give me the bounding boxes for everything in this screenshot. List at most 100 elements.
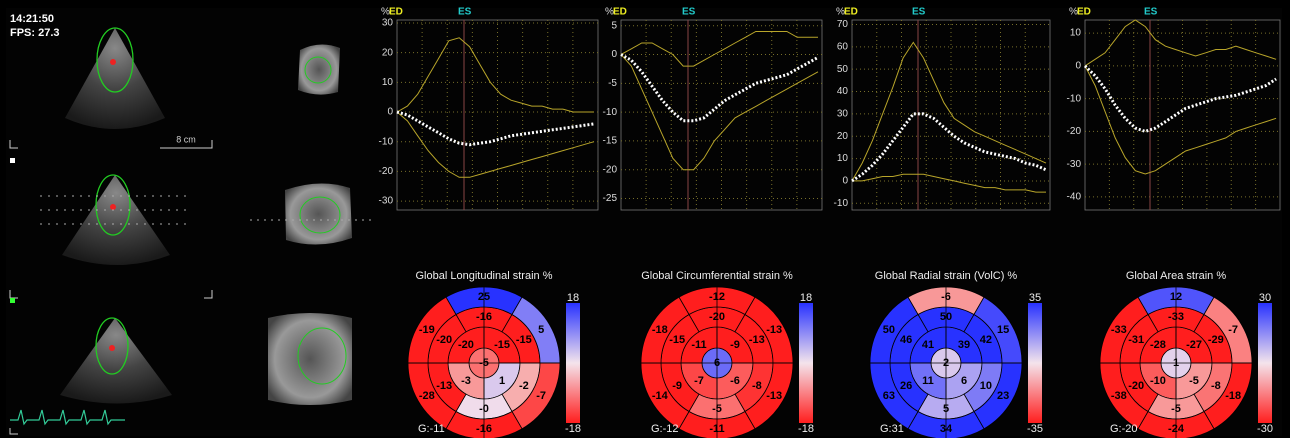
colorbar — [799, 303, 813, 423]
segment-label: -31 — [1128, 334, 1144, 346]
y-tick-label: -15 — [603, 136, 618, 147]
colorbar-min: -30 — [1257, 423, 1273, 435]
segment-label: 6 — [961, 375, 967, 387]
ed-marker: ED — [1077, 7, 1091, 18]
y-tick-label: 40 — [837, 86, 849, 97]
segment-label: 1 — [499, 375, 505, 387]
segment-label: -2 — [519, 380, 529, 392]
y-tick-label: 50 — [837, 64, 849, 75]
y-tick-label: -30 — [379, 196, 394, 207]
colorbar-max: 35 — [1029, 292, 1041, 304]
segment-label: -5 — [1189, 375, 1199, 387]
segment-label: -28 — [1150, 339, 1166, 351]
segment-label: -18 — [1225, 390, 1241, 402]
segment-label: -29 — [1208, 334, 1224, 346]
y-tick-label: 0 — [387, 107, 393, 118]
segment-label: -7 — [694, 375, 704, 387]
clock: 14:21:50 — [10, 13, 54, 25]
segment-label: -7 — [1228, 324, 1238, 336]
segment-label: 41 — [922, 339, 934, 351]
segment-label: -38 — [1111, 390, 1127, 402]
colorbar-max: 18 — [567, 292, 579, 304]
segment-label: -20 — [1128, 380, 1144, 392]
global-value: G:-11 — [418, 423, 445, 435]
segment-label: -13 — [749, 334, 765, 346]
segment-label: 34 — [940, 423, 953, 435]
segment-label: 11 — [922, 375, 934, 387]
y-tick-label: 0 — [842, 176, 848, 187]
y-tick-label: 10 — [1070, 28, 1082, 39]
global-value: G:-12 — [651, 423, 679, 435]
segment-label: 50 — [883, 324, 895, 336]
y-tick-label: -20 — [603, 164, 618, 175]
segment-label: -15 — [516, 334, 532, 346]
y-tick-label: -10 — [1067, 93, 1082, 104]
segment-label: -13 — [766, 390, 782, 402]
segment-label: -20 — [458, 339, 474, 351]
colorbar-min: -35 — [1027, 423, 1043, 435]
segment-label: 10 — [980, 380, 992, 392]
segment-label: 63 — [883, 390, 895, 402]
segment-label: -9 — [672, 380, 682, 392]
colorbar — [1028, 303, 1042, 423]
colorbar-min: -18 — [798, 423, 814, 435]
y-tick-label: 20 — [837, 131, 849, 142]
ed-marker: ED — [613, 7, 627, 18]
segment-label: 42 — [980, 334, 992, 346]
colorbar-min: -18 — [565, 423, 581, 435]
y-tick-label: 20 — [382, 47, 394, 58]
bullseye-title: Global Circumferential strain % — [641, 270, 793, 282]
global-value: G:31 — [880, 423, 904, 435]
segment-label: -8 — [1211, 380, 1221, 392]
colorbar — [566, 303, 580, 423]
es-marker: ES — [682, 7, 696, 18]
y-tick-label: -10 — [603, 107, 618, 118]
bullseye-title: Global Area strain % — [1126, 270, 1226, 282]
y-tick-label: -40 — [1067, 192, 1082, 203]
segment-label: 46 — [900, 334, 912, 346]
segment-label: -14 — [652, 390, 669, 402]
colorbar-max: 30 — [1259, 292, 1271, 304]
segment-label: -15 — [494, 339, 510, 351]
y-tick-label: 0 — [1075, 61, 1081, 72]
colorbar — [1258, 303, 1272, 423]
segment-label: 5 — [538, 324, 544, 336]
scale-label: 8 cm — [176, 134, 196, 144]
page: {"header": {"time": "14:21:50", "fps": "… — [0, 0, 1290, 438]
bullseye-title: Global Radial strain (VolC) % — [875, 270, 1018, 282]
screen: 14:21:50 FPS: 27.3 8 cm 3020100-10-20-30… — [0, 0, 1290, 438]
fps: FPS: 27.3 — [10, 27, 60, 39]
y-tick-label: -30 — [1067, 159, 1082, 170]
segment-label: -6 — [730, 375, 740, 387]
es-marker: ES — [458, 7, 472, 18]
y-tick-label: 30 — [382, 18, 394, 29]
segment-label: -13 — [766, 324, 782, 336]
segment-label: -28 — [419, 390, 435, 402]
y-tick-label: -10 — [379, 136, 394, 147]
segment-label: -8 — [752, 380, 762, 392]
y-tick-label: 70 — [837, 19, 849, 30]
segment-label: -19 — [419, 324, 435, 336]
segment-label: 23 — [997, 390, 1009, 402]
segment-label: -18 — [652, 324, 668, 336]
segment-label: -27 — [1186, 339, 1202, 351]
y-tick-label: 5 — [611, 20, 617, 31]
segment-label: -3 — [461, 375, 471, 387]
segment-label: -7 — [536, 390, 546, 402]
y-tick-label: 30 — [837, 109, 849, 120]
y-tick-label: 0 — [611, 49, 617, 60]
segment-label: -24 — [1168, 423, 1185, 435]
segment-label: -20 — [436, 334, 452, 346]
segment-label: 39 — [958, 339, 970, 351]
colorbar-max: 18 — [800, 292, 812, 304]
segment-label: -15 — [669, 334, 685, 346]
segment-label: -13 — [436, 380, 452, 392]
y-tick-label: -20 — [1067, 126, 1082, 137]
segment-label: 15 — [997, 324, 1009, 336]
y-tick-label: -20 — [379, 166, 394, 177]
y-tick-label: 60 — [837, 41, 849, 52]
y-tick-label: -10 — [834, 198, 849, 209]
segment-label: -9 — [730, 339, 740, 351]
segment-label: -11 — [691, 339, 706, 351]
y-tick-label: -25 — [603, 193, 618, 204]
